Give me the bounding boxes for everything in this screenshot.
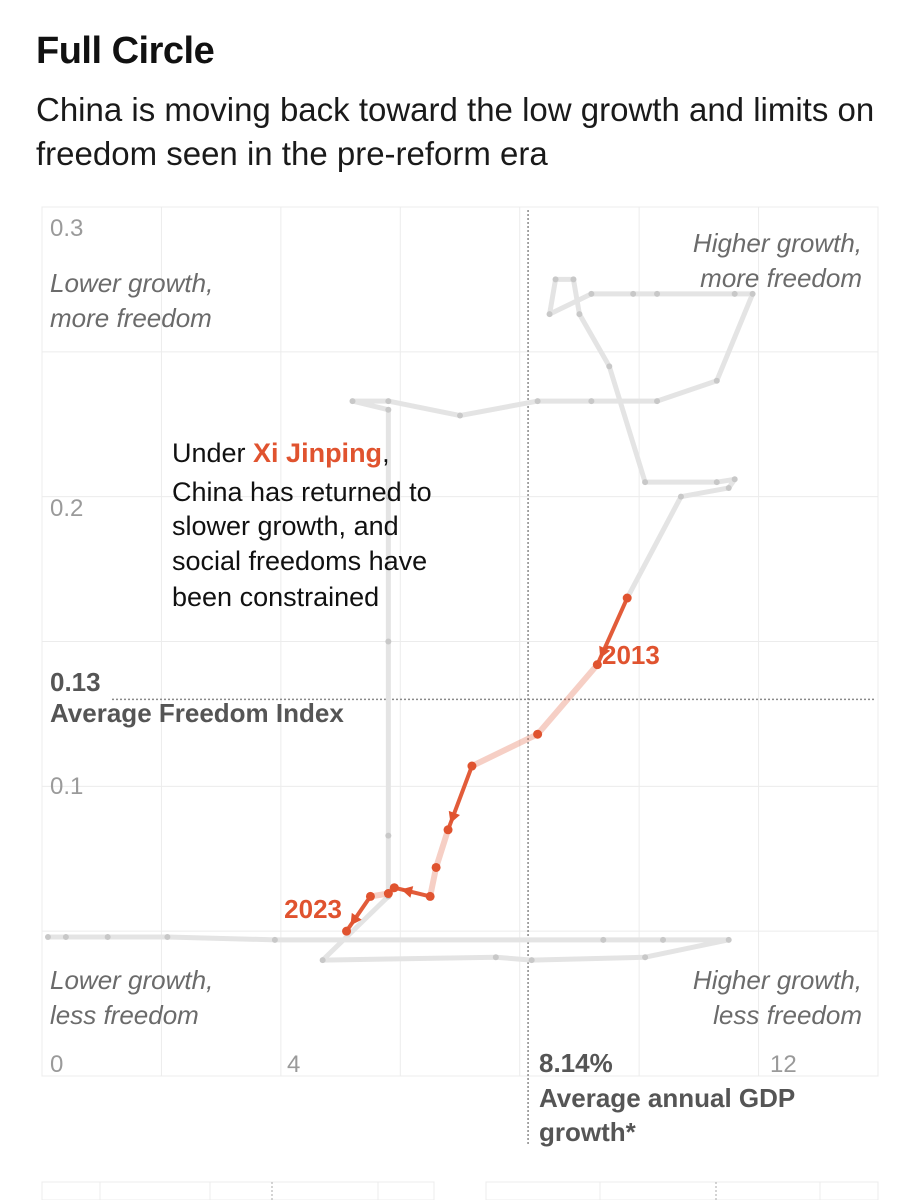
- year-label-2023: 2023: [284, 894, 342, 924]
- data-point-xi: [533, 729, 543, 739]
- data-point-earlier: [606, 363, 613, 370]
- quadrant-label-bottom-right: Higher growth,: [693, 965, 862, 995]
- quadrant-label-bottom-left: less freedom: [50, 1000, 199, 1030]
- quadrant-label-top-right: Higher growth,: [693, 228, 862, 258]
- direction-arrow: [448, 810, 460, 824]
- annotation-line: Under Xi Jinping,: [172, 438, 390, 468]
- data-point-earlier: [725, 484, 732, 491]
- series-segment-xi: [433, 826, 452, 871]
- data-point-earlier: [731, 290, 738, 297]
- data-point-earlier: [749, 290, 756, 297]
- data-point-earlier: [164, 933, 171, 940]
- y-tick-label: 0.2: [50, 495, 83, 522]
- quadrant-label-top-left: Lower growth,: [50, 268, 213, 298]
- data-point-earlier: [630, 290, 637, 297]
- data-point-xi: [383, 889, 393, 899]
- series-xi-era: [342, 593, 632, 936]
- data-point-earlier: [385, 493, 392, 500]
- series-segment-xi: [427, 864, 440, 900]
- data-point-earlier: [62, 933, 69, 940]
- direction-arrow: [350, 912, 362, 926]
- x-tick-label: 0: [50, 1051, 63, 1078]
- data-point-earlier: [642, 479, 649, 486]
- direction-arrow: [599, 645, 611, 659]
- data-point-earlier: [104, 933, 111, 940]
- annotation-highlight: Xi Jinping: [253, 438, 382, 468]
- quadrant-label-top-right: more freedom: [700, 263, 862, 293]
- data-point-xi: [592, 660, 602, 670]
- chart-title: Full Circle: [36, 30, 215, 72]
- grid: [41, 206, 879, 1077]
- data-point-xi: [389, 883, 399, 893]
- x-tick-label: 4: [287, 1051, 300, 1078]
- annotation-line: China has returned to: [172, 477, 432, 507]
- data-point-earlier: [588, 398, 595, 405]
- data-point-earlier: [457, 412, 463, 419]
- data-point-earlier: [588, 290, 595, 297]
- data-point-earlier: [654, 398, 661, 405]
- annotation-line: been constrained: [172, 582, 379, 612]
- average-gdp-value: 8.14%: [539, 1048, 613, 1078]
- y-tick-label: 0.3: [50, 215, 83, 242]
- data-point-xi: [365, 891, 375, 901]
- quadrant-label-bottom-left: Lower growth,: [50, 965, 213, 995]
- data-point-earlier: [385, 638, 392, 645]
- data-point-earlier: [546, 311, 553, 318]
- average-gdp-caption-line1: Average annual GDP: [539, 1083, 795, 1113]
- data-point-earlier: [385, 832, 392, 839]
- annotation-line: social freedoms have: [172, 546, 427, 576]
- quadrant-label-bottom-right: less freedom: [713, 1000, 862, 1030]
- data-point-earlier: [654, 290, 661, 297]
- data-point-xi: [425, 891, 435, 901]
- data-point-earlier: [319, 957, 326, 964]
- data-point-earlier: [44, 933, 51, 940]
- average-freedom-caption: Average Freedom Index: [50, 698, 344, 728]
- average-gdp-caption-line2: growth*: [539, 1117, 637, 1147]
- data-point-earlier: [528, 957, 535, 964]
- year-label-2013: 2013: [602, 640, 660, 670]
- data-point-earlier: [385, 406, 392, 413]
- x-tick-label: 12: [770, 1051, 797, 1078]
- data-point-xi: [431, 862, 441, 872]
- series-segment-xi: [468, 731, 541, 770]
- data-point-earlier: [642, 954, 649, 961]
- data-point-earlier: [725, 936, 732, 943]
- data-point-earlier: [731, 476, 738, 483]
- data-point-xi: [443, 825, 453, 835]
- chart-subtitle: China is moving back toward the low grow…: [36, 91, 875, 172]
- series-earlier-years: [44, 276, 756, 964]
- y-tick-label: 0.1: [50, 773, 83, 800]
- data-point-earlier: [570, 276, 577, 283]
- data-point-earlier: [713, 377, 720, 384]
- data-point-earlier: [534, 398, 541, 405]
- data-point-earlier: [576, 311, 583, 318]
- data-point-earlier: [660, 936, 667, 943]
- data-point-earlier: [600, 936, 607, 943]
- data-point-earlier: [492, 954, 499, 961]
- data-point-xi: [467, 761, 477, 771]
- data-point-xi: [342, 926, 352, 936]
- data-point-earlier: [271, 936, 278, 943]
- quadrant-label-top-left: more freedom: [50, 303, 212, 333]
- data-point-earlier: [713, 479, 720, 486]
- direction-arrow: [401, 886, 414, 898]
- data-point-earlier: [385, 398, 392, 405]
- data-point-earlier: [552, 276, 559, 283]
- series-line-earlier: [45, 276, 756, 963]
- series-segment-xi: [534, 661, 601, 738]
- average-freedom-value: 0.13: [50, 667, 101, 697]
- data-point-xi: [622, 593, 632, 603]
- annotation-line: slower growth, and: [172, 511, 399, 541]
- data-point-earlier: [349, 398, 356, 405]
- data-point-earlier: [677, 493, 684, 500]
- next-chart-crop: [41, 1181, 879, 1200]
- series-segment-xi: [392, 885, 433, 899]
